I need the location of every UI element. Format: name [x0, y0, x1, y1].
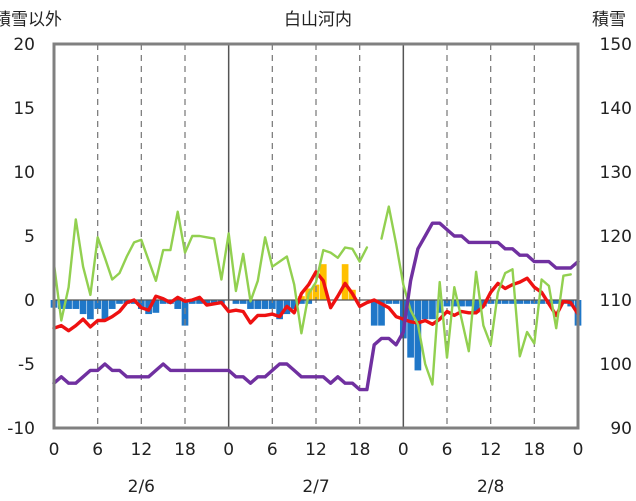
date-label: 2/8 [477, 477, 504, 497]
temperature-line [52, 270, 580, 333]
precip-bar [392, 300, 400, 304]
precip-bar [494, 300, 502, 304]
precip-bar [370, 300, 378, 326]
precip-bar [290, 300, 298, 309]
x-tick-label: 18 [349, 440, 371, 460]
precip-bar [261, 300, 269, 309]
precip-bar [436, 300, 444, 313]
precip-bar [552, 300, 560, 304]
precip-bar [443, 300, 451, 307]
precip-bar [523, 300, 531, 304]
left-tick-label: 15 [13, 99, 35, 119]
left-tick-label: 20 [13, 35, 35, 55]
left-tick-label: 0 [24, 291, 35, 311]
precip-bar [385, 300, 393, 304]
precip-bar [239, 300, 247, 304]
precip-bar [276, 300, 283, 320]
precip-bar [152, 300, 160, 313]
precip-bar [465, 300, 473, 307]
right-tick-label: 150 [600, 35, 632, 55]
right-axis-label: 積雪 [592, 10, 626, 30]
precip-bar [87, 300, 94, 320]
precip-bar [407, 300, 414, 358]
left-tick-label: -10 [7, 419, 35, 439]
x-tick-label: 12 [480, 440, 502, 460]
precip-bar [450, 300, 458, 307]
precip-bar [94, 300, 102, 309]
precip-bar [108, 300, 116, 309]
precip-bar [298, 300, 305, 304]
chart-title: 白山河内 [284, 10, 352, 30]
precip-bar [501, 300, 509, 304]
x-tick-label: 0 [223, 440, 234, 460]
precip-bar [137, 300, 145, 309]
snowfall-bar [312, 284, 320, 300]
precip-bar [458, 300, 465, 307]
precip-bar [305, 300, 313, 304]
x-tick-label: 6 [267, 440, 278, 460]
x-tick-label: 0 [49, 440, 60, 460]
date-label: 2/7 [302, 477, 329, 497]
x-tick-label: 12 [131, 440, 153, 460]
x-tick-label: 12 [305, 440, 327, 460]
x-tick-label: 6 [92, 440, 103, 460]
plot-frame [52, 42, 580, 430]
precip-bar [174, 300, 182, 309]
precip-bar [57, 300, 65, 309]
right-tick-label: 90 [610, 419, 632, 439]
precip-bar [232, 300, 240, 304]
precip-bar [72, 300, 80, 309]
x-tick-label: 18 [524, 440, 546, 460]
precip-bar [509, 300, 516, 304]
left-tick-label: -5 [18, 355, 35, 375]
precip-bar [538, 300, 545, 304]
precip-bar [268, 300, 276, 309]
precip-bar [516, 300, 524, 304]
right-tick-label: 120 [600, 227, 632, 247]
right-tick-label: 110 [600, 291, 632, 311]
right-tick-label: 140 [600, 99, 632, 119]
right-tick-label: 130 [600, 163, 632, 183]
precip-bar [196, 300, 203, 304]
snow-depth-line [52, 221, 580, 392]
left-tick-label: 5 [24, 227, 35, 247]
precip-bar [378, 300, 385, 326]
left-tick-label: 10 [13, 163, 35, 183]
wind-speed-line [52, 205, 572, 386]
precip-bar [247, 300, 254, 309]
precip-bar [421, 300, 429, 320]
precip-bar [210, 300, 218, 304]
precip-bar [65, 300, 72, 309]
precip-bar [101, 300, 109, 320]
precip-bar [429, 300, 436, 320]
x-tick-label: 6 [442, 440, 453, 460]
precip-bar [79, 300, 87, 315]
precip-bar [188, 300, 196, 304]
precip-bar [203, 300, 211, 304]
x-tick-label: 0 [573, 440, 584, 460]
date-label: 2/6 [128, 477, 155, 497]
precip-bar [254, 300, 262, 309]
right-tick-label: 100 [600, 355, 632, 375]
precip-bar [472, 300, 480, 313]
x-tick-label: 0 [398, 440, 409, 460]
precip-bar [159, 300, 167, 304]
precip-bar [414, 300, 422, 371]
left-axis-label: 積雪以外 [0, 10, 62, 30]
x-tick-label: 18 [174, 440, 196, 460]
precip-bar [116, 300, 123, 304]
